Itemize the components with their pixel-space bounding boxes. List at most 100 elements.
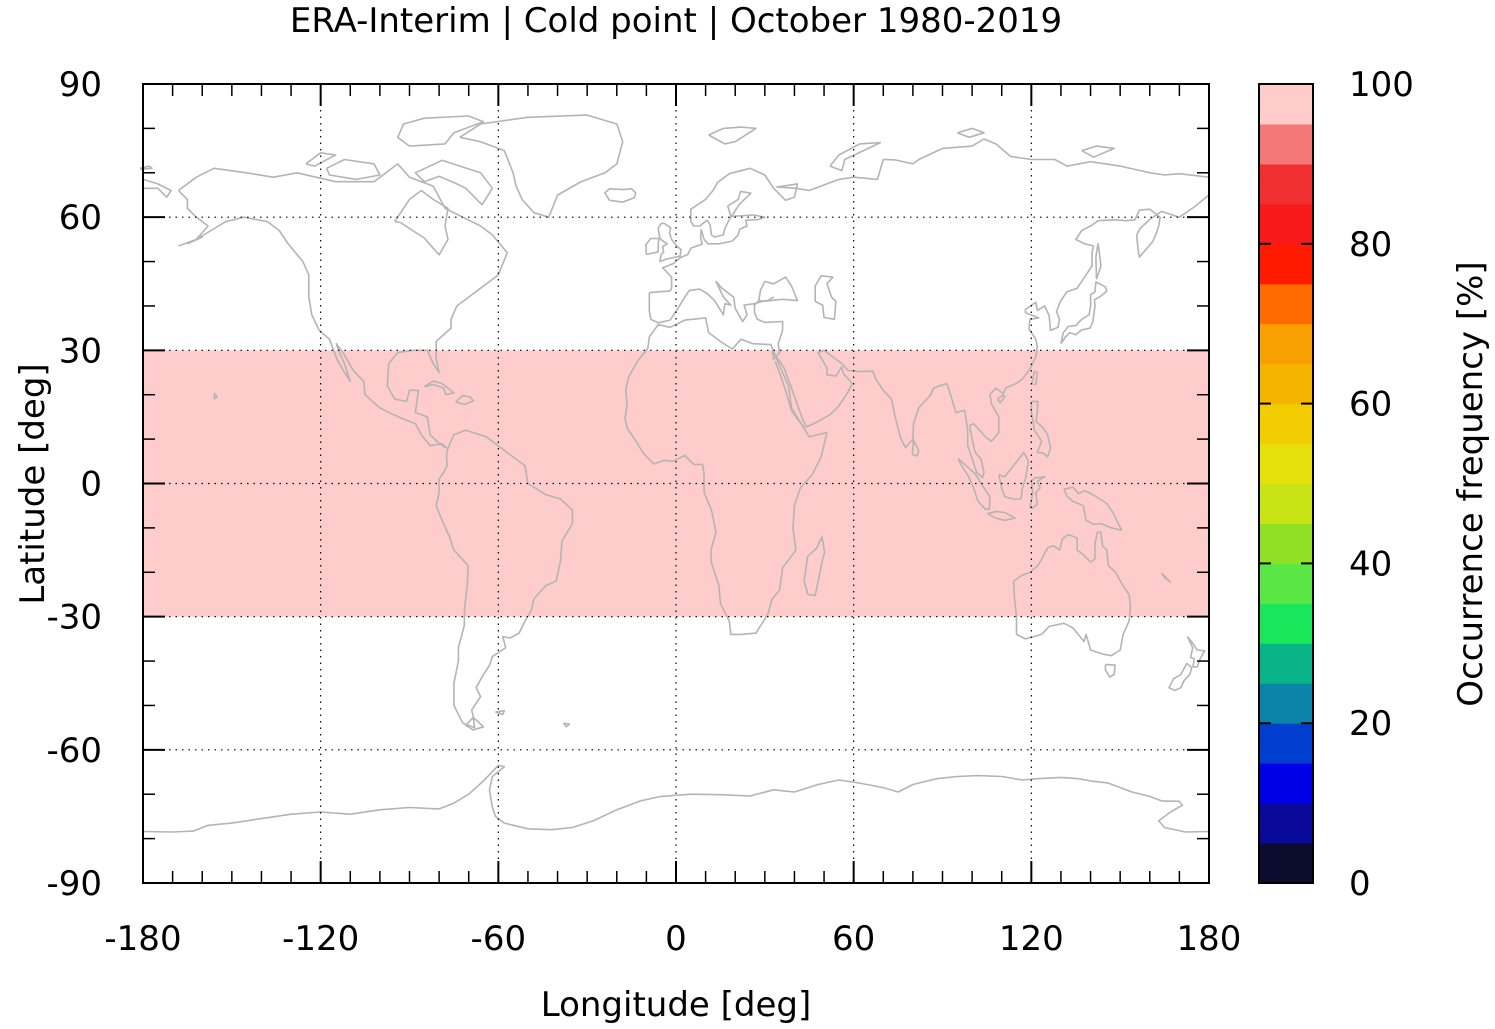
new-caledonia-coastline (1160, 572, 1172, 583)
java-coastline (987, 510, 1016, 522)
ireland-coastline (644, 237, 660, 256)
sumatra-coastline (957, 458, 991, 511)
baffin-island-coastline (414, 159, 494, 206)
colorbar-tick-label: 0 (1349, 864, 1371, 904)
colorbar-segment (1259, 443, 1313, 484)
y-tick-label: -60 (46, 731, 102, 771)
red-sea-shore (774, 361, 805, 428)
ellesmere-island-coastline (396, 115, 485, 147)
colorbar-segment (1259, 403, 1313, 445)
x-tick-label: -60 (471, 919, 527, 959)
eurasia-arctic-coastline (649, 138, 1210, 294)
minor-ticks (143, 84, 1209, 883)
hudson-bay-coastline (394, 189, 449, 256)
tasmania-coastline (1104, 663, 1116, 678)
wrangel-island-coastline (139, 165, 153, 170)
victoria-island-coastline (325, 158, 381, 181)
taiwan-coastline (1031, 370, 1039, 386)
new-guinea-coastline (1063, 486, 1123, 531)
colorbar-tick-label: 60 (1349, 385, 1392, 425)
x-tick-label: -120 (282, 919, 359, 959)
colorbar-segment (1259, 683, 1313, 724)
colorbar-segment (1259, 84, 1313, 125)
coastlines (139, 114, 1210, 833)
north-america-coastline (177, 163, 509, 449)
great-britain-coastline (657, 222, 682, 263)
britain-arctic-islands-coastline (305, 152, 337, 167)
hawaii-coastline (213, 392, 218, 400)
cuba-coastline (423, 380, 455, 396)
hispaniola-coastline (455, 394, 475, 406)
colorbar-tick-label: 80 (1349, 225, 1392, 265)
y-tick-label: -30 (46, 598, 102, 638)
south-georgia-coastline (562, 722, 571, 728)
colorbar-tick-label: 100 (1349, 65, 1414, 105)
y-tick-label: 60 (59, 198, 102, 238)
colorbar-frame (1258, 83, 1314, 884)
madagascar-coastline (803, 535, 826, 597)
colorbar-segment (1259, 323, 1313, 365)
y-axis-label: Latitude [deg] (13, 363, 53, 604)
hainan-coastline (996, 393, 1006, 404)
japan-coastline (1060, 281, 1108, 345)
x-tick-label: 0 (665, 919, 687, 959)
y-tick-label: 90 (59, 65, 102, 105)
greenland-coastline (459, 114, 624, 218)
colorbar-segment (1259, 723, 1313, 764)
colorbar-segment (1259, 763, 1313, 804)
new-zealand-south-coastline (1168, 662, 1193, 692)
new-zealand-north-coastline (1186, 636, 1206, 668)
svalbard-coastline (708, 126, 757, 145)
x-tick-label: -180 (104, 919, 181, 959)
y-tick-label: 0 (80, 465, 102, 505)
x-tick-label: 120 (999, 919, 1064, 959)
colorbar-segment (1259, 603, 1313, 644)
falklands-coastline (495, 709, 506, 716)
colorbar-segment (1259, 563, 1313, 604)
tierra-del-fuego-coastline (464, 716, 485, 731)
kamchatka-islands-coastline (178, 236, 203, 247)
colorbar-segments (1259, 84, 1313, 884)
caspian-sea-coastline (814, 274, 837, 321)
colorbar: 0 20 40 60 80 100 Occurrence frequency [%] (1258, 65, 1491, 904)
chart-title: ERA-Interim | Cold point | October 1980-… (290, 1, 1062, 41)
novosibirsk-islands-coastline (1081, 145, 1115, 158)
sri-lanka-coastline (911, 439, 920, 457)
colorbar-tick-label: 40 (1349, 544, 1392, 584)
colorbar-segment (1259, 243, 1313, 285)
sulawesi-coastline (1029, 475, 1046, 509)
gridlines (143, 84, 1209, 883)
colorbar-segment (1259, 643, 1313, 684)
colorbar-segment (1259, 363, 1313, 405)
eurasia-coastline (648, 194, 1210, 479)
sakhalin-coastline (1095, 243, 1102, 280)
colorbar-tick-label: 20 (1349, 704, 1392, 744)
y-axis: -90 -60 -30 0 30 60 90 (46, 65, 1209, 904)
colorbar-ticks: 0 20 40 60 80 100 (1259, 65, 1414, 904)
colorbar-segment (1259, 803, 1313, 844)
eurasia-north-coastline (142, 178, 172, 198)
x-axis: -180 -120 -60 0 60 120 180 (104, 84, 1241, 959)
y-tick-label: -90 (46, 864, 102, 904)
x-tick-label: 180 (1177, 919, 1242, 959)
africa-coastline (624, 317, 828, 636)
colorbar-segment (1259, 163, 1313, 205)
philippines-coastline (1030, 400, 1052, 458)
black-sea-shore (758, 296, 775, 302)
novaya-zemlya-coastline (829, 141, 882, 172)
south-america-coastline (435, 429, 574, 729)
colorbar-segment (1259, 483, 1313, 524)
colorbar-segment (1259, 843, 1313, 884)
borneo-coastline (998, 451, 1030, 500)
colorbar-segment (1259, 123, 1313, 165)
severnaya-zemlya-coastline (957, 127, 985, 139)
australia-coastline (1012, 531, 1132, 657)
y-tick-label: 30 (59, 331, 102, 371)
colorbar-segment (1259, 203, 1313, 245)
colorbar-segment (1259, 523, 1313, 564)
x-axis-label: Longitude [deg] (541, 985, 812, 1025)
colorbar-segment (1259, 283, 1313, 325)
x-tick-label: 60 (832, 919, 875, 959)
colorbar-label: Occurrence frequency [%] (1451, 261, 1491, 706)
